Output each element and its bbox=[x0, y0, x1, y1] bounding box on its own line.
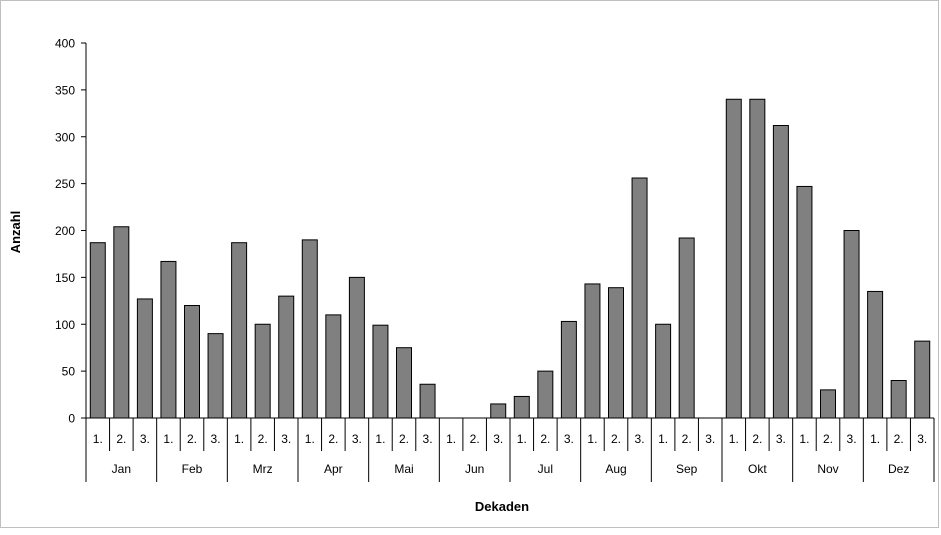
bar bbox=[231, 242, 248, 419]
month-tick-label: Aug bbox=[605, 462, 626, 476]
decade-tick-label: 1. bbox=[163, 432, 173, 446]
bars bbox=[89, 98, 931, 419]
bar bbox=[396, 347, 412, 419]
decade-tick-label: 1. bbox=[587, 432, 597, 446]
decade-tick-label: 3. bbox=[776, 432, 786, 446]
y-tick-label: 300 bbox=[55, 130, 75, 144]
decade-tick-label: 3. bbox=[140, 432, 150, 446]
month-tick-label: Dez bbox=[888, 462, 909, 476]
bar bbox=[631, 177, 648, 419]
bar bbox=[301, 239, 318, 419]
bar bbox=[914, 340, 931, 419]
bar bbox=[843, 230, 860, 419]
bar bbox=[584, 283, 601, 419]
x-axis-label: Dekaden bbox=[475, 499, 529, 514]
bar bbox=[796, 185, 813, 419]
y-tick-label: 200 bbox=[55, 224, 75, 238]
decade-tick-label: 3. bbox=[847, 432, 857, 446]
bar bbox=[254, 323, 271, 419]
y-tick-label: 400 bbox=[55, 37, 75, 51]
bar bbox=[513, 395, 530, 419]
x-axis: 1. 2. 3. 1. 2. 3. 1. 2. 3. 1. 2. 3. 1. 2. 3. 1. 2. 3. 1. 2.… bbox=[85, 417, 935, 482]
bar bbox=[207, 333, 224, 419]
decade-tick-label: 2. bbox=[116, 432, 126, 446]
month-tick-label: Mai bbox=[394, 462, 413, 476]
month-tick-label: Jul bbox=[538, 462, 553, 476]
decade-tick-label: 1. bbox=[517, 432, 527, 446]
decade-tick-label: 1. bbox=[305, 432, 315, 446]
bar bbox=[419, 383, 436, 419]
bar bbox=[749, 98, 766, 419]
decade-tick-label: 2. bbox=[823, 432, 833, 446]
decade-tick-label: 1. bbox=[799, 432, 809, 446]
decade-tick-label: 3. bbox=[493, 432, 503, 446]
decade-tick-label: 2. bbox=[258, 432, 268, 446]
bar bbox=[136, 298, 153, 419]
y-tick-label: 250 bbox=[55, 177, 75, 191]
decade-tick-label: 1. bbox=[234, 432, 244, 446]
y-axis-ticks: 0 50 100 150 200 250 300 350 400 bbox=[55, 37, 87, 426]
decade-tick-label: 2. bbox=[470, 432, 480, 446]
month-tick-label: Jun bbox=[465, 462, 484, 476]
bar bbox=[160, 260, 177, 419]
decade-tick-label: 2. bbox=[611, 432, 621, 446]
decade-tick-label: 2. bbox=[328, 432, 338, 446]
decade-tick-label: 3. bbox=[352, 432, 362, 446]
bar bbox=[890, 380, 907, 419]
bar bbox=[184, 305, 200, 419]
month-tick-label: Jan bbox=[112, 462, 131, 476]
decade-tick-label: 1. bbox=[729, 432, 739, 446]
bar bbox=[537, 370, 554, 419]
month-tick-label: Feb bbox=[182, 462, 203, 476]
bar bbox=[867, 290, 884, 419]
decade-tick-label: 3. bbox=[635, 432, 645, 446]
bar bbox=[372, 324, 389, 419]
decade-tick-label: 3. bbox=[564, 432, 574, 446]
bar bbox=[655, 323, 672, 419]
bar bbox=[490, 403, 507, 419]
bar bbox=[820, 389, 836, 419]
decade-tick-label: 1. bbox=[93, 432, 103, 446]
bar bbox=[89, 242, 106, 419]
bar bbox=[278, 295, 295, 419]
decade-tick-label: 1. bbox=[870, 432, 880, 446]
decade-tick-label: 3. bbox=[423, 432, 433, 446]
decade-tick-label: 3. bbox=[281, 432, 291, 446]
bar bbox=[113, 226, 130, 419]
decade-tick-label: 2. bbox=[540, 432, 550, 446]
decade-tick-label: 1. bbox=[446, 432, 456, 446]
decade-tick-label: 3. bbox=[917, 432, 927, 446]
month-tick-label: Okt bbox=[748, 462, 767, 476]
y-tick-label: 100 bbox=[55, 318, 75, 332]
y-axis-label: Anzahl bbox=[8, 211, 23, 254]
month-tick-label: Sep bbox=[676, 462, 698, 476]
month-tick-label: Apr bbox=[324, 462, 343, 476]
bar bbox=[678, 237, 695, 419]
bar bbox=[772, 125, 789, 419]
y-tick-label: 50 bbox=[62, 365, 76, 379]
decade-tick-label: 2. bbox=[682, 432, 692, 446]
bar bbox=[348, 276, 365, 419]
y-tick-label: 350 bbox=[55, 83, 75, 97]
month-tick-label: Mrz bbox=[253, 462, 273, 476]
bar bbox=[725, 98, 742, 419]
y-tick-label: 0 bbox=[68, 412, 75, 426]
decade-tick-label: 1. bbox=[658, 432, 668, 446]
decade-tick-label: 3. bbox=[705, 432, 715, 446]
decade-tick-label: 2. bbox=[399, 432, 409, 446]
decade-tick-label: 2. bbox=[894, 432, 904, 446]
bar bbox=[325, 314, 342, 419]
bar bbox=[608, 287, 624, 419]
decade-tick-label: 2. bbox=[187, 432, 197, 446]
month-tick-label: Nov bbox=[817, 462, 838, 476]
decade-tick-label: 2. bbox=[752, 432, 762, 446]
bar bbox=[560, 320, 577, 419]
y-tick-label: 150 bbox=[55, 271, 75, 285]
decade-tick-label: 3. bbox=[211, 432, 221, 446]
decade-tick-label: 1. bbox=[375, 432, 385, 446]
